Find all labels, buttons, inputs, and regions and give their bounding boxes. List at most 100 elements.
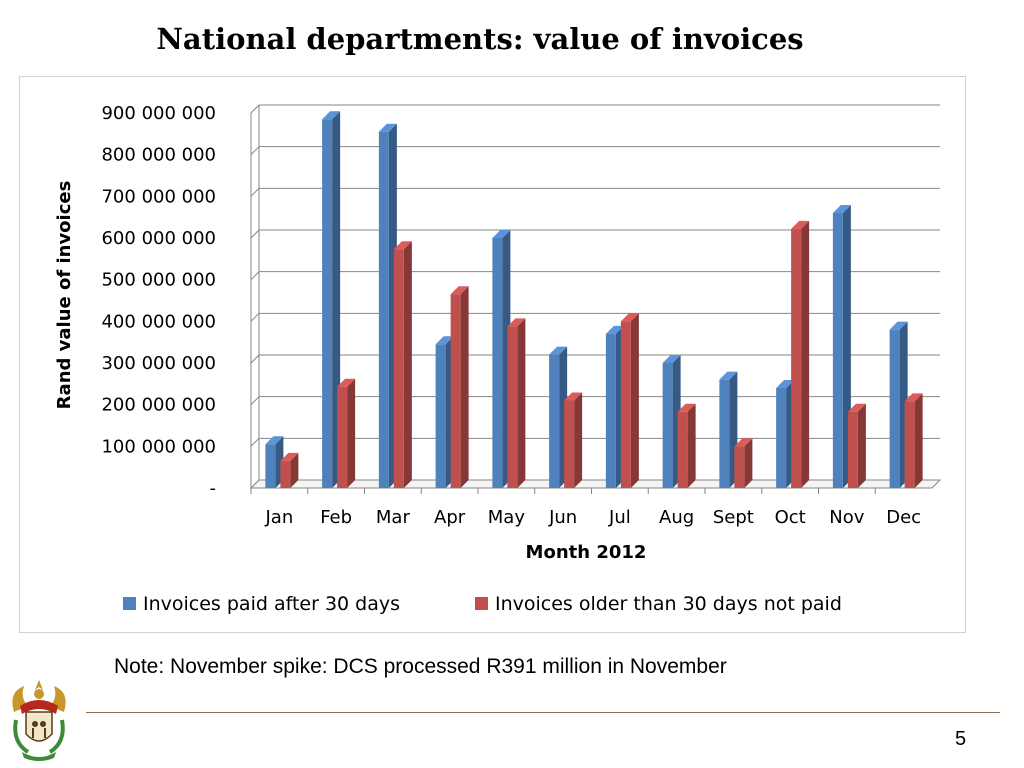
legend-swatch: [123, 597, 136, 610]
bar-unpaid: [337, 386, 348, 488]
bar-top-paid: [832, 205, 851, 213]
y-tick-label: 300 000 000: [101, 353, 216, 374]
bar-side-unpaid: [801, 220, 810, 489]
gridline-depth: [250, 104, 260, 114]
x-tick-label: Apr: [434, 507, 466, 528]
bar-side-unpaid: [574, 392, 583, 488]
gridline-depth: [250, 437, 260, 447]
bar-top-unpaid: [564, 392, 583, 401]
gridline-depth: [250, 187, 260, 197]
page-number: 5: [955, 728, 967, 750]
bar-top-paid: [889, 321, 908, 330]
bar-side-unpaid: [914, 393, 923, 488]
bar-side-unpaid: [517, 318, 526, 488]
bar-top-paid: [322, 111, 341, 120]
bar-top-paid: [492, 230, 511, 238]
y-tick-label: 800 000 000: [101, 145, 216, 166]
x-tick-label: Jan: [265, 507, 294, 528]
bar-top-paid: [719, 371, 738, 380]
x-tick-label: Oct: [775, 507, 806, 528]
bar-top-paid: [549, 346, 568, 355]
chart-area: - 100 000 000 200 000 000 300 000 000 400 00…: [19, 76, 966, 633]
bar-top-unpaid: [393, 241, 412, 250]
bar-top-unpaid: [734, 438, 753, 447]
bar-paid: [889, 329, 900, 488]
y-tick-label: -: [210, 478, 217, 499]
x-tick-label: Nov: [829, 507, 864, 528]
x-tick-label: Jun: [548, 507, 577, 528]
legend-label: Invoices older than 30 days not paid: [495, 593, 842, 615]
bar-paid: [549, 354, 560, 488]
y-tick-label: 600 000 000: [101, 228, 216, 249]
bar-top-unpaid: [450, 286, 469, 295]
bar-top-unpaid: [677, 403, 696, 412]
x-tick-label: Dec: [886, 507, 921, 528]
footer-divider: [86, 712, 1000, 713]
bar-top-paid: [776, 380, 795, 388]
bar-top-unpaid: [280, 452, 299, 461]
y-tick-label: 900 000 000: [101, 103, 216, 124]
bar-side-unpaid: [687, 403, 696, 488]
bar-side-unpaid: [347, 378, 356, 488]
bar-paid: [322, 119, 333, 488]
x-tick-label: Aug: [659, 507, 694, 528]
gridline-depth: [250, 354, 260, 364]
y-axis-title: Rand value of invoices: [54, 181, 75, 410]
bar-paid: [776, 388, 787, 488]
bar-top-paid: [265, 436, 284, 445]
gridline-depth: [250, 312, 260, 322]
bar-unpaid: [393, 249, 404, 488]
gridline-depth: [250, 229, 260, 239]
gridline-depth: [250, 396, 260, 406]
note-text: Note: November spike: DCS processed R391…: [114, 655, 727, 678]
bar-paid: [435, 344, 446, 488]
bar-unpaid: [620, 321, 631, 488]
slide-title: National departments: value of invoices: [156, 22, 804, 56]
bar-top-unpaid: [507, 318, 526, 327]
bar-unpaid: [564, 400, 575, 488]
bar-paid: [719, 379, 730, 488]
bar-unpaid: [791, 228, 802, 489]
bar-top-paid: [662, 355, 681, 363]
bar-side-unpaid: [290, 452, 299, 488]
bar-side-unpaid: [460, 286, 469, 488]
bar-top-unpaid: [847, 403, 866, 412]
bar-unpaid: [280, 460, 291, 488]
bar-unpaid: [450, 294, 461, 488]
bar-paid: [265, 444, 276, 488]
legend-label: Invoices paid after 30 days: [143, 593, 400, 615]
x-tick-label: Mar: [376, 507, 411, 528]
bar-paid: [832, 213, 843, 488]
bar-side-unpaid: [403, 241, 412, 488]
x-tick-label: Sept: [713, 507, 754, 528]
bar-top-unpaid: [791, 220, 810, 229]
bar-unpaid: [904, 401, 915, 488]
chart-svg: - 100 000 000 200 000 000 300 000 000 400 00…: [54, 103, 942, 615]
bar-paid: [605, 333, 616, 488]
bar-paid: [662, 363, 673, 488]
bar-top-paid: [435, 336, 454, 345]
y-tick-label: 200 000 000: [101, 395, 216, 416]
bar-top-paid: [378, 123, 397, 132]
bar-top-unpaid: [620, 313, 639, 322]
y-tick-label: 500 000 000: [101, 270, 216, 291]
bar-paid: [378, 131, 389, 488]
x-tick-label: May: [488, 507, 526, 528]
bar-side-unpaid: [630, 313, 639, 488]
bar-unpaid: [507, 326, 518, 488]
x-tick-label: Jul: [608, 507, 631, 528]
bar-unpaid: [677, 411, 688, 488]
gridline-depth: [250, 271, 260, 281]
bar-top-paid: [605, 325, 624, 334]
x-tick-label: Feb: [320, 507, 352, 528]
coat-of-arms-icon: [12, 680, 66, 761]
legend-swatch: [475, 597, 488, 610]
bar-top-unpaid: [904, 393, 923, 402]
bar-side-unpaid: [857, 403, 866, 488]
y-tick-label: 700 000 000: [101, 186, 216, 207]
bar-unpaid: [847, 411, 858, 488]
bar-paid: [492, 238, 503, 488]
bar-top-unpaid: [337, 378, 356, 387]
y-tick-label: 100 000 000: [101, 436, 216, 457]
bar-side-unpaid: [744, 438, 753, 488]
